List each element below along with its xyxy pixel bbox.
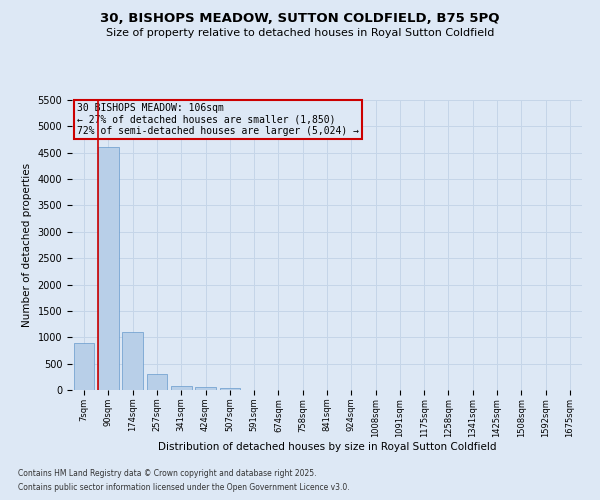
Bar [171, 386, 191, 390]
Text: Size of property relative to detached houses in Royal Sutton Coldfield: Size of property relative to detached ho… [106, 28, 494, 38]
X-axis label: Distribution of detached houses by size in Royal Sutton Coldfield: Distribution of detached houses by size … [158, 442, 496, 452]
Text: Contains public sector information licensed under the Open Government Licence v3: Contains public sector information licen… [18, 484, 350, 492]
Text: Contains HM Land Registry data © Crown copyright and database right 2025.: Contains HM Land Registry data © Crown c… [18, 468, 317, 477]
Text: 30, BISHOPS MEADOW, SUTTON COLDFIELD, B75 5PQ: 30, BISHOPS MEADOW, SUTTON COLDFIELD, B7… [100, 12, 500, 26]
Bar [220, 388, 240, 390]
Bar [146, 374, 167, 390]
Bar [122, 332, 143, 390]
Text: 30 BISHOPS MEADOW: 106sqm
← 27% of detached houses are smaller (1,850)
72% of se: 30 BISHOPS MEADOW: 106sqm ← 27% of detac… [77, 103, 359, 136]
Y-axis label: Number of detached properties: Number of detached properties [22, 163, 32, 327]
Bar [98, 148, 119, 390]
Bar [74, 342, 94, 390]
Bar [195, 387, 216, 390]
